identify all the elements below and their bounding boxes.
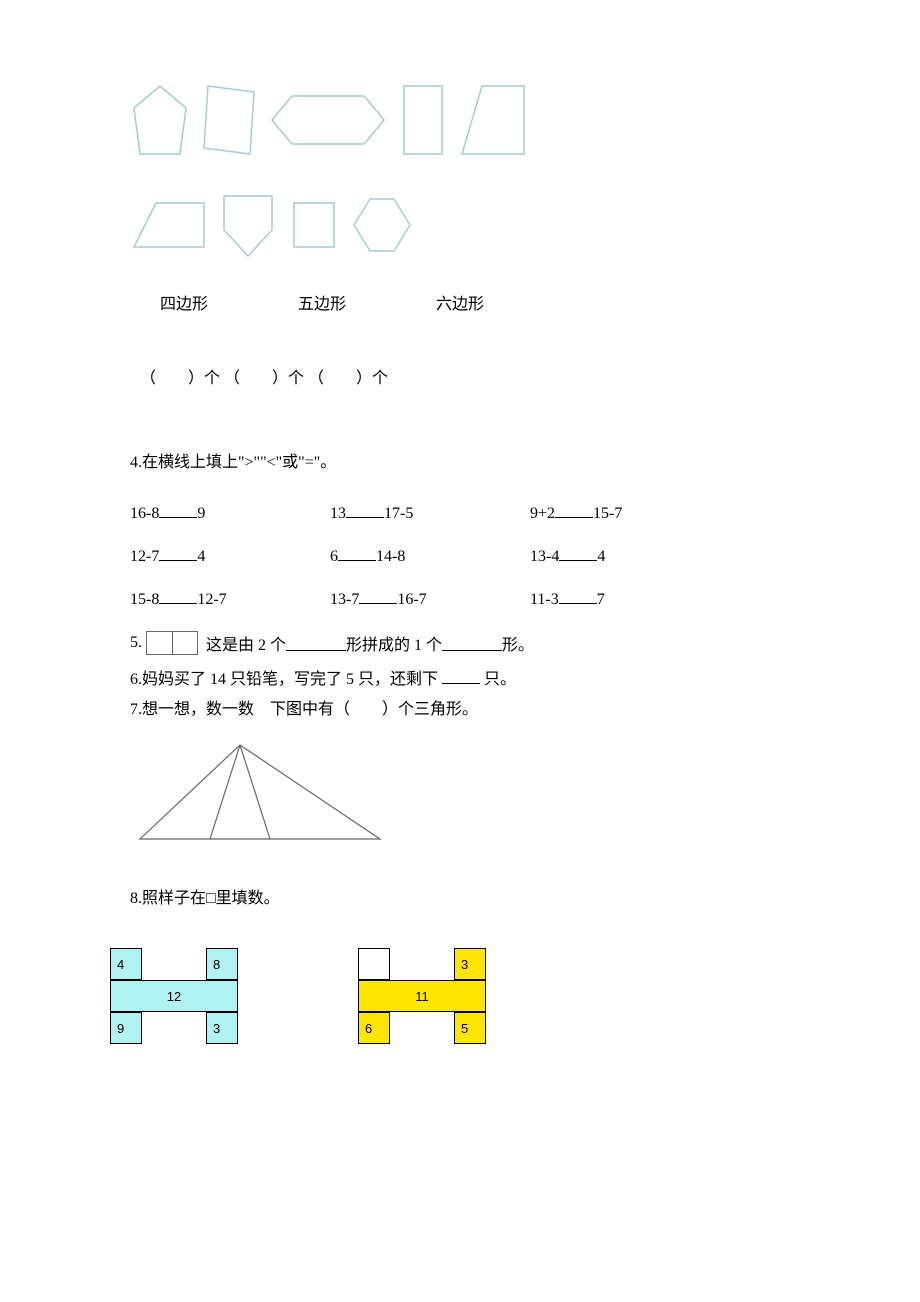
q4-right: 4 — [197, 548, 205, 565]
label-hex: 六边形 — [436, 290, 484, 314]
q4-item: 16-8 9 — [130, 502, 330, 523]
shape-pentagon — [218, 190, 278, 260]
q4-row: 12-7 4 6 14-8 13-4 4 — [130, 545, 790, 566]
q4-row: 15-8 12-7 13-7 16-7 11-3 7 — [130, 588, 790, 609]
label-pent: 五边形 — [298, 290, 346, 314]
shape-rect — [288, 197, 340, 253]
shape-quad — [458, 80, 528, 160]
q5-end: 形。 — [502, 631, 534, 655]
cell-bottom-right: 3 — [206, 1012, 238, 1044]
q5-pre: 5. — [130, 634, 142, 652]
shape-quad — [130, 197, 208, 253]
cell-bottom-left: 6 — [358, 1012, 390, 1044]
shape-quad — [200, 82, 258, 158]
q6-pre: 6.妈妈买了 14 只铅笔，写完了 5 只，还剩下 — [130, 671, 438, 688]
q4-item: 12-7 4 — [130, 545, 330, 566]
q4-item: 13 17-5 — [330, 502, 530, 523]
q4-right: 12-7 — [197, 591, 226, 608]
q4-blank[interactable] — [555, 502, 593, 518]
q4-right: 17-5 — [384, 505, 413, 522]
q4-left: 11-3 — [530, 591, 559, 608]
shape-rect — [398, 80, 448, 160]
q4-left: 12-7 — [130, 548, 159, 565]
q4-left: 15-8 — [130, 591, 159, 608]
q4-title: 4.在横线上填上">""<"或"="。 — [130, 448, 790, 472]
q4-blank[interactable] — [559, 545, 597, 561]
q6-blank[interactable] — [442, 668, 480, 684]
q4-item: 6 14-8 — [330, 545, 530, 566]
q6-post: 只。 — [484, 671, 516, 688]
q4-left: 16-8 — [130, 505, 159, 522]
number-hblock: 3116 5 — [358, 948, 486, 1044]
q4-right: 7 — [597, 591, 605, 608]
q4-left: 9+2 — [530, 505, 555, 522]
q6-line: 6.妈妈买了 14 只铅笔，写完了 5 只，还剩下 只。 — [130, 665, 790, 689]
q5-mid1: 这是由 2 个 — [206, 631, 286, 655]
q4-blank[interactable] — [159, 502, 197, 518]
cell-middle: 12 — [110, 980, 238, 1012]
cell-top-right: 8 — [206, 948, 238, 980]
q4-left: 13-7 — [330, 591, 359, 608]
shape-hexagon — [268, 90, 388, 150]
q5-blank1[interactable] — [286, 635, 346, 651]
two-square-icon — [146, 631, 198, 655]
q4-row: 16-8 9 13 17-5 9+2 15-7 — [130, 502, 790, 523]
q4-item: 9+2 15-7 — [530, 502, 730, 523]
cell-bottom-right: 5 — [454, 1012, 486, 1044]
q4-left: 13-4 — [530, 548, 559, 565]
label-quad: 四边形 — [160, 290, 208, 314]
q5-line: 5. 这是由 2 个 形拼成的 1 个 形。 — [130, 631, 790, 655]
shape-hexagon — [350, 193, 414, 257]
triangle-figure — [130, 739, 790, 854]
q4-blank[interactable] — [559, 588, 597, 604]
shape-labels: 四边形 五边形 六边形 — [160, 290, 790, 314]
q4-item: 13-4 4 — [530, 545, 730, 566]
q8-title: 8.照样子在□里填数。 — [130, 884, 790, 908]
number-hblock: 4 8129 3 — [110, 948, 238, 1044]
counts-line: （ ）个 （ ）个 （ ）个 — [140, 364, 790, 388]
q4-right: 14-8 — [376, 548, 405, 565]
q4-blank[interactable] — [159, 545, 197, 561]
q4-item: 15-8 12-7 — [130, 588, 330, 609]
shape-pentagon — [130, 82, 190, 158]
shapes-row-2 — [130, 190, 790, 260]
q4-left: 6 — [330, 548, 338, 565]
q5-mid2: 形拼成的 1 个 — [346, 631, 442, 655]
q4-item: 11-3 7 — [530, 588, 730, 609]
cell-top-left[interactable] — [358, 948, 390, 980]
q4-blank[interactable] — [159, 588, 197, 604]
q4-right: 16-7 — [397, 591, 426, 608]
q4-item: 13-7 16-7 — [330, 588, 530, 609]
q4-body: 16-8 9 13 17-5 9+2 15-7 12-7 4 6 14-8 13-4 4 15-8 12-… — [130, 502, 790, 609]
q4-left: 13 — [330, 505, 346, 522]
cell-top-left: 4 — [110, 948, 142, 980]
q4-blank[interactable] — [346, 502, 384, 518]
cell-top-right: 3 — [454, 948, 486, 980]
q4-blank[interactable] — [338, 545, 376, 561]
shapes-row-1 — [130, 80, 790, 160]
hblocks-row: 48129331165 — [110, 948, 790, 1044]
q7-line: 7.想一想，数一数 下图中有（ ）个三角形。 — [130, 695, 790, 719]
q4-right: 4 — [597, 548, 605, 565]
q4-right: 15-7 — [593, 505, 622, 522]
cell-middle: 11 — [358, 980, 486, 1012]
q5-blank2[interactable] — [442, 635, 502, 651]
worksheet-page: 四边形 五边形 六边形 （ ）个 （ ）个 （ ）个 4.在横线上填上">""<… — [0, 0, 920, 1104]
cell-bottom-left: 9 — [110, 1012, 142, 1044]
q4-right: 9 — [197, 505, 205, 522]
q4-blank[interactable] — [359, 588, 397, 604]
